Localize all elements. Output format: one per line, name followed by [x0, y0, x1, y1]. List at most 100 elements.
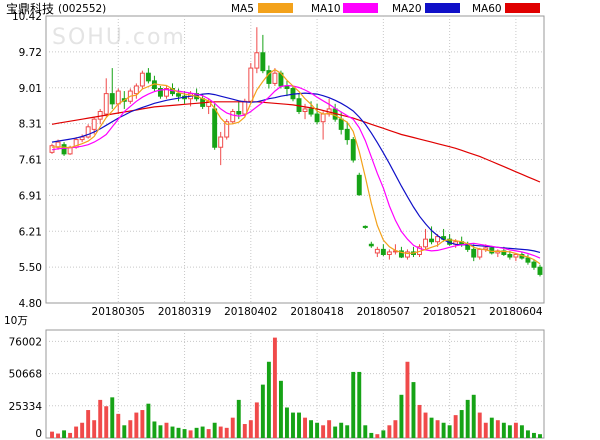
legend-ma5-label: MA5 [231, 3, 254, 15]
volume-bar [489, 417, 494, 438]
ma20-line [51, 92, 541, 253]
volume-bar [248, 420, 253, 438]
volume-bar [321, 425, 326, 438]
legend-ma5-swatch [258, 3, 293, 13]
volume-bar [140, 410, 145, 438]
candle-body [85, 126, 91, 138]
candle-body [133, 85, 139, 95]
watermark: SOHU.com [52, 25, 186, 50]
volume-bar [441, 422, 446, 438]
candle-body [350, 139, 356, 161]
candle-body [236, 110, 242, 115]
legend-ma60-swatch [505, 3, 540, 13]
volume-bar [429, 417, 434, 438]
price-tick-label: 9.01 [19, 83, 42, 95]
volume-bar [242, 424, 247, 438]
candle-body [176, 93, 181, 97]
volume-bar [345, 425, 350, 438]
volume-bar [297, 412, 301, 438]
candle-body [272, 72, 278, 84]
candle-body [242, 100, 248, 115]
volume-bar [110, 397, 115, 438]
candle-body [157, 88, 163, 97]
volume-bar [387, 425, 392, 438]
legend-ma60-label: MA60 [472, 3, 502, 15]
volume-tick-label: 76002 [9, 336, 42, 348]
candle-body [302, 108, 308, 112]
candle-body [314, 113, 320, 123]
candle-body [103, 93, 109, 115]
volume-unit-label: 10万 [4, 315, 28, 327]
date-tick-label: 20180507 [357, 306, 410, 318]
volume-bar [272, 337, 277, 438]
stock-name: 宝鼎科技 [6, 2, 54, 16]
candle-body [91, 118, 97, 130]
price-tick-label: 5.50 [19, 262, 42, 274]
volume-bar [182, 429, 187, 438]
candle-body [320, 113, 326, 123]
volume-bar [158, 425, 163, 438]
candle-body [254, 52, 260, 69]
volume-bar [200, 426, 205, 438]
volume-bar-series [50, 337, 542, 438]
candle-body [218, 136, 224, 148]
volume-bar [128, 420, 133, 438]
date-tick-label: 20180305 [92, 306, 145, 318]
candle-body [368, 243, 374, 247]
price-tick-label: 6.91 [19, 190, 42, 202]
candle-body [344, 128, 350, 141]
candle-body [362, 225, 368, 228]
date-tick-label: 20180319 [158, 306, 211, 318]
volume-bar [532, 432, 536, 438]
candle-body [386, 251, 392, 255]
volume-bar [417, 404, 422, 438]
candle-body [224, 121, 230, 138]
candle-body [531, 261, 537, 268]
ma5-line [51, 68, 541, 265]
legend-ma20-label: MA20 [392, 3, 422, 15]
volume-tick-label: 50668 [9, 369, 42, 381]
volume-bar [92, 420, 97, 438]
volume-bar [291, 412, 295, 438]
volume-bar [104, 406, 109, 438]
volume-bar [405, 361, 410, 438]
candle-body [212, 108, 218, 148]
volume-grid [46, 330, 544, 438]
volume-bar [122, 425, 127, 438]
date-tick-label: 20180402 [224, 306, 277, 318]
candle-body [61, 144, 67, 155]
volume-bar [399, 394, 404, 438]
price-tick-label: 4.80 [19, 298, 42, 310]
volume-bar [513, 422, 518, 438]
volume-bar [194, 427, 199, 438]
volume-bar [266, 361, 271, 438]
volume-bar [134, 412, 139, 438]
candle-body [471, 248, 477, 258]
volume-bar [411, 382, 416, 438]
volume-bar [74, 426, 79, 438]
volume-bar [357, 371, 362, 438]
candle-body [513, 253, 519, 258]
volume-bar [351, 371, 356, 438]
candle-body [145, 72, 151, 82]
volume-bar [236, 399, 241, 438]
volume-bar [164, 422, 169, 438]
volume-bar [363, 425, 368, 438]
candle-body [525, 257, 531, 263]
volume-bar [447, 425, 452, 438]
candle-body [109, 93, 115, 105]
legend-ma10-swatch [343, 3, 378, 13]
candle-body [435, 236, 441, 243]
candle-body [139, 72, 145, 87]
volume-bar [309, 420, 314, 438]
date-tick-label: 20180418 [290, 306, 343, 318]
candle-body [308, 108, 314, 115]
candle-body [398, 250, 404, 258]
stock-code: (002552) [58, 3, 106, 15]
volume-bar [495, 420, 500, 438]
volume-bar [98, 399, 103, 438]
candle-body [230, 110, 236, 123]
volume-bar [369, 432, 374, 438]
volume-bar [224, 427, 229, 438]
